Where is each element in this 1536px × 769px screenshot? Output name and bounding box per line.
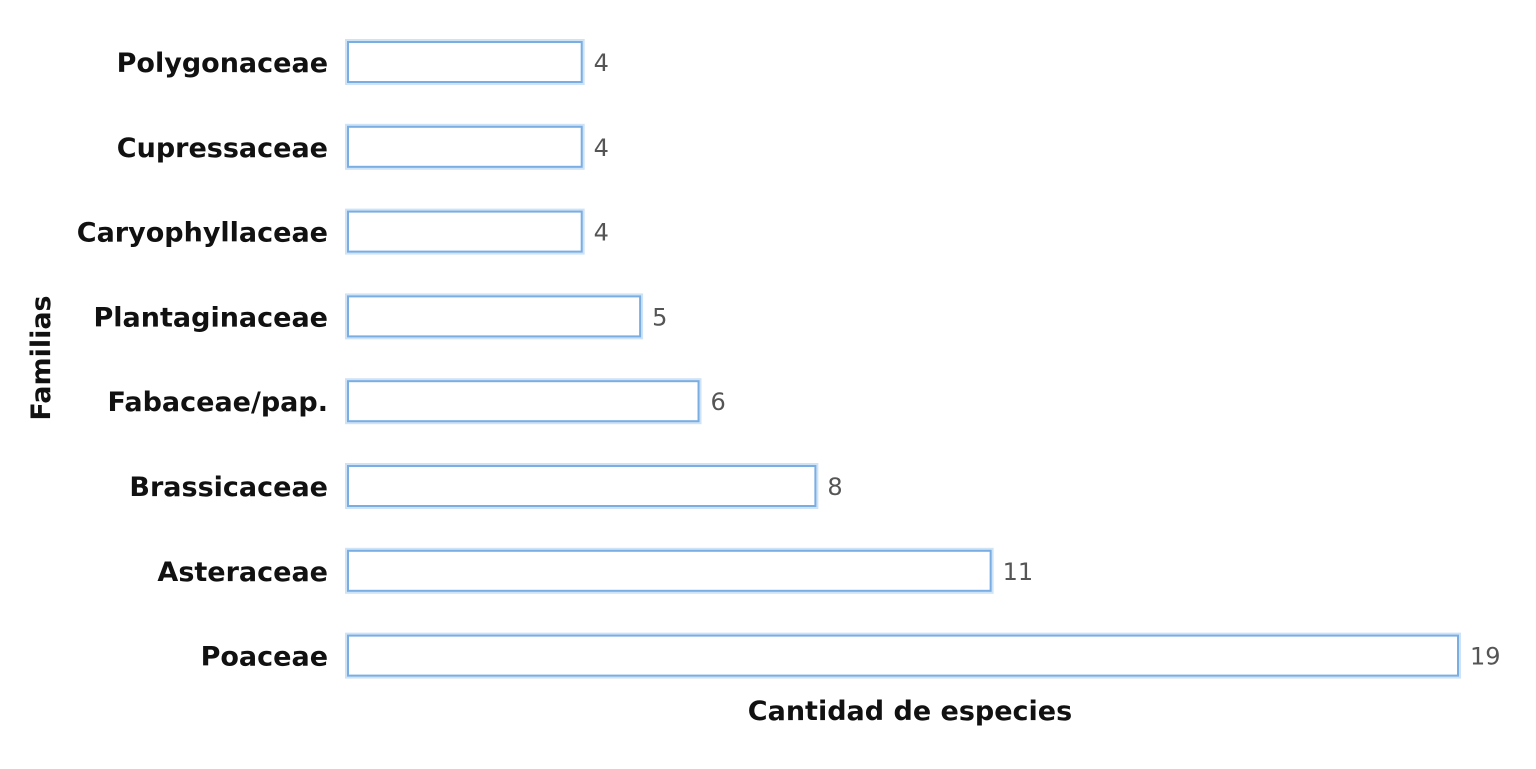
bar-fabaceae-pap- bbox=[347, 380, 700, 423]
value-label: 8 bbox=[827, 473, 842, 501]
value-label: 4 bbox=[594, 134, 609, 162]
category-label: Cupressaceae bbox=[117, 133, 328, 164]
value-label: 4 bbox=[594, 49, 609, 77]
bar-asteraceae bbox=[347, 549, 992, 592]
category-label: Polygonaceae bbox=[117, 48, 328, 79]
category-label: Asteraceae bbox=[157, 557, 328, 588]
category-labels-group: Polygonaceae Cupressaceae Caryophyllaceae P… bbox=[77, 48, 328, 673]
category-label: Caryophyllaceae bbox=[77, 218, 328, 249]
value-label: 4 bbox=[594, 219, 609, 247]
value-label: 5 bbox=[652, 303, 667, 331]
y-axis-title: Familias bbox=[26, 295, 57, 420]
bar-brassicaceae bbox=[347, 465, 817, 507]
value-labels-group: 4 4 4 5 6 8 11 19 bbox=[594, 49, 1501, 671]
bar-plantaginaceae bbox=[347, 295, 642, 338]
value-label: 11 bbox=[1003, 558, 1034, 586]
value-label: 19 bbox=[1470, 643, 1501, 671]
bar-cupressaceae bbox=[347, 125, 583, 168]
bar-polygonaceae bbox=[347, 41, 583, 83]
bars-group bbox=[345, 39, 1461, 679]
x-axis-title: Cantidad de especies bbox=[748, 696, 1072, 727]
category-label: Brassicaceae bbox=[129, 472, 328, 503]
value-label: 6 bbox=[711, 388, 726, 416]
category-label: Fabaceae/pap. bbox=[108, 387, 328, 418]
bar-caryophyllaceae bbox=[347, 210, 583, 253]
bar-poaceae bbox=[347, 634, 1459, 677]
category-label: Plantaginaceae bbox=[94, 302, 328, 333]
category-label: Poaceae bbox=[201, 642, 328, 673]
